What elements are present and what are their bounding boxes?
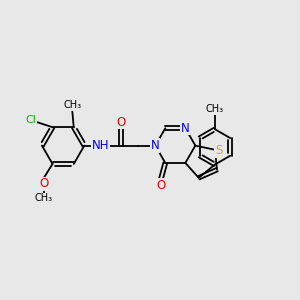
Text: O: O: [39, 178, 48, 190]
Text: O: O: [116, 116, 126, 128]
Text: S: S: [215, 144, 222, 157]
Text: NH: NH: [92, 139, 109, 152]
Text: N: N: [181, 122, 190, 135]
Text: O: O: [156, 178, 166, 191]
Text: CH₃: CH₃: [206, 104, 224, 114]
Text: CH₃: CH₃: [63, 100, 81, 110]
Text: Cl: Cl: [25, 115, 36, 125]
Text: CH₃: CH₃: [34, 194, 53, 203]
Text: N: N: [151, 139, 160, 152]
